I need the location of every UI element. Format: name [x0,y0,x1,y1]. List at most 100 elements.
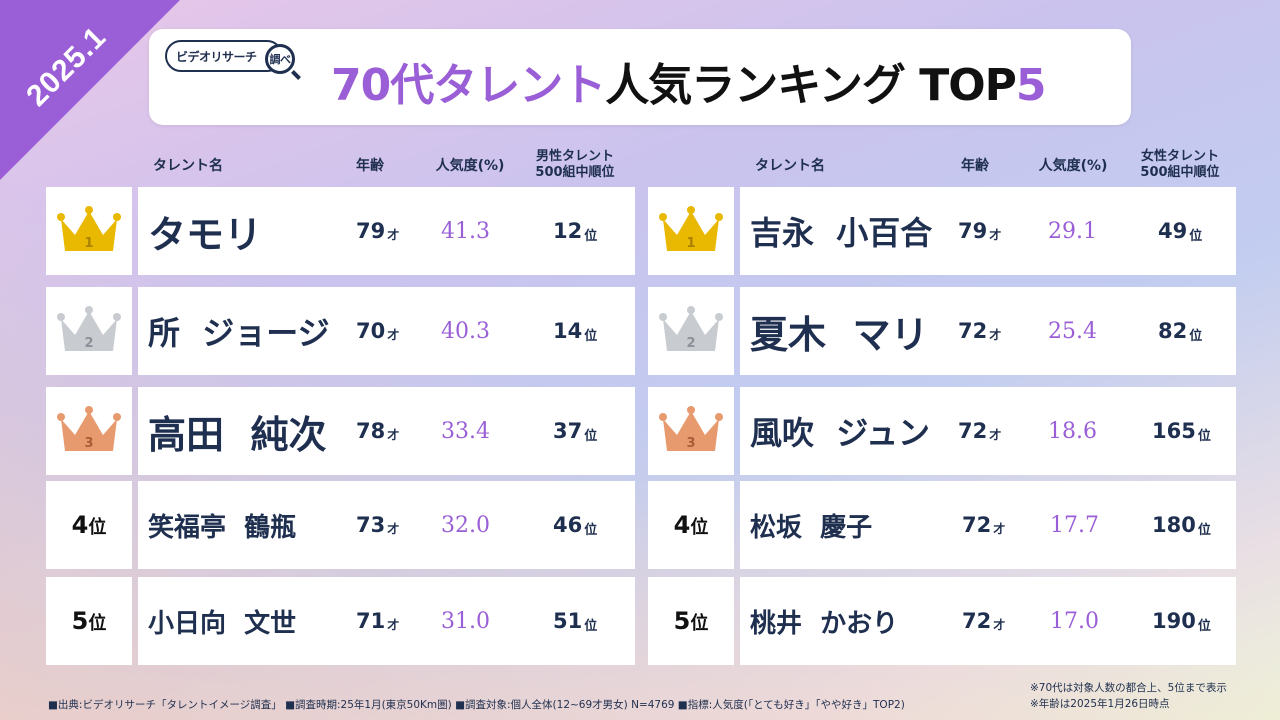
talent-name: 松坂 慶子 [750,512,873,543]
talent-name: 小日向 文世 [148,608,297,639]
male-col-order: 男性タレント 500組中順位 [520,149,630,181]
title-accent: 70代タレント [331,60,606,111]
popularity: 29.1 [1048,218,1097,244]
crown-rank-2: 2 [686,336,695,351]
order-value: 12 [553,219,583,243]
talent-age: 72 才 [958,387,1001,475]
male-col-pop: 人気度(%) [435,158,505,174]
talent-name: 風吹 ジュン [750,414,931,452]
age-value: 70 [356,319,386,343]
talent-name: 桃井 かおり [750,608,899,639]
age-unit: 才 [387,617,400,632]
crown-rank-2: 2 [84,336,93,351]
source-footer: ■出典:ビデオリサーチ「タレントイメージ調査」 ■調査時期:25年1月(東京50… [48,699,905,711]
age-unit: 才 [989,427,1002,442]
crown-rank-3: 3 [84,436,93,451]
logo: ビデオリサーチ 調べ [165,40,295,74]
talent-name: 夏木 マリ [750,312,929,357]
overall-order: 82 位 [1158,287,1202,375]
rank-value: 4 [71,511,89,539]
age-value: 73 [356,513,386,537]
rank-unit: 位 [88,613,107,634]
bronze-crown-icon: 3 [659,406,723,451]
male-row-1: タモリ 79 才 41.3 12 位 [138,187,635,275]
rank-unit: 位 [690,613,709,634]
age-unit: 才 [989,327,1002,342]
female-col-order-1: 女性タレント [1140,149,1219,164]
male-col-name: タレント名 [153,158,223,174]
age-unit: 才 [387,521,400,536]
age-value: 72 [962,513,992,537]
female-rank-2: 2 [648,287,734,375]
rank-label: 5位 [674,607,709,635]
age-value: 71 [356,609,386,633]
male-col-order-1: 男性タレント [535,149,614,164]
talent-name: 所 ジョージ [148,314,330,352]
male-rank-4: 4位 [46,481,132,569]
overall-order: 12 位 [553,187,597,275]
talent-age: 72 才 [962,481,1005,569]
female-row-1: 吉永 小百合 79 才 29.1 49 位 [740,187,1236,275]
age-value: 79 [356,219,386,243]
female-col-pop: 人気度(%) [1038,158,1108,174]
order-unit: 位 [1197,522,1211,538]
talent-name: 高田 純次 [148,412,327,457]
overall-order: 51 位 [553,577,597,665]
talent-age: 73 才 [356,481,399,569]
order-value: 14 [553,319,583,343]
silver-crown-icon: 2 [659,306,723,351]
male-rank-5: 5位 [46,577,132,665]
note-2: ※年齢は2025年1月26日時点 [1030,698,1170,710]
male-col-order-2: 500組中順位 [535,165,615,180]
female-row-5: 桃井 かおり 72 才 17.0 190 位 [740,577,1236,665]
order-value: 51 [553,609,583,633]
age-unit: 才 [993,521,1006,536]
order-value: 190 [1152,609,1196,633]
page-title: 70代タレント人気ランキング TOP5 [331,49,1047,113]
order-unit: 位 [1197,428,1211,444]
order-unit: 位 [584,618,598,634]
age-unit: 才 [989,227,1002,242]
male-rank-3: 3 [46,387,132,475]
overall-order: 190 位 [1152,577,1211,665]
female-row-2: 夏木 マリ 72 才 25.4 82 位 [740,287,1236,375]
female-col-order: 女性タレント 500組中順位 [1125,149,1235,181]
order-unit: 位 [584,428,598,444]
order-unit: 位 [584,522,598,538]
female-col-name: タレント名 [755,158,825,174]
crown-rank-1: 1 [686,236,695,251]
talent-age: 72 才 [958,287,1001,375]
talent-age: 70 才 [356,287,399,375]
order-value: 82 [1158,319,1188,343]
talent-age: 71 才 [356,577,399,665]
age-unit: 才 [993,617,1006,632]
order-value: 49 [1158,219,1188,243]
female-col-age: 年齢 [961,158,989,174]
note-1: ※70代は対象人数の都合上、5位まで表示 [1030,682,1227,694]
gold-crown-icon: 1 [659,206,723,251]
female-rank-5: 5位 [648,577,734,665]
rank-label: 4位 [674,511,709,539]
crown-rank-1: 1 [84,236,93,251]
bronze-crown-icon: 3 [57,406,121,451]
logo-text: ビデオリサーチ [176,49,257,64]
talent-age: 79 才 [356,187,399,275]
title-main: 人気ランキング TOP [605,60,1017,111]
title-banner: ビデオリサーチ 調べ 70代タレント人気ランキング TOP5 [149,29,1131,125]
logo-mark: 調べ [269,53,292,66]
age-unit: 才 [387,427,400,442]
overall-order: 49 位 [1158,187,1202,275]
order-value: 46 [553,513,583,537]
order-unit: 位 [584,328,598,344]
male-row-5: 小日向 文世 71 才 31.0 51 位 [138,577,635,665]
crown-rank-3: 3 [686,436,695,451]
order-value: 37 [553,419,583,443]
order-value: 165 [1152,419,1196,443]
age-value: 78 [356,419,386,443]
popularity: 31.0 [441,608,490,634]
age-value: 79 [958,219,988,243]
female-rank-3: 3 [648,387,734,475]
rank-unit: 位 [88,517,107,538]
order-unit: 位 [1189,328,1203,344]
rank-label: 4位 [72,511,107,539]
